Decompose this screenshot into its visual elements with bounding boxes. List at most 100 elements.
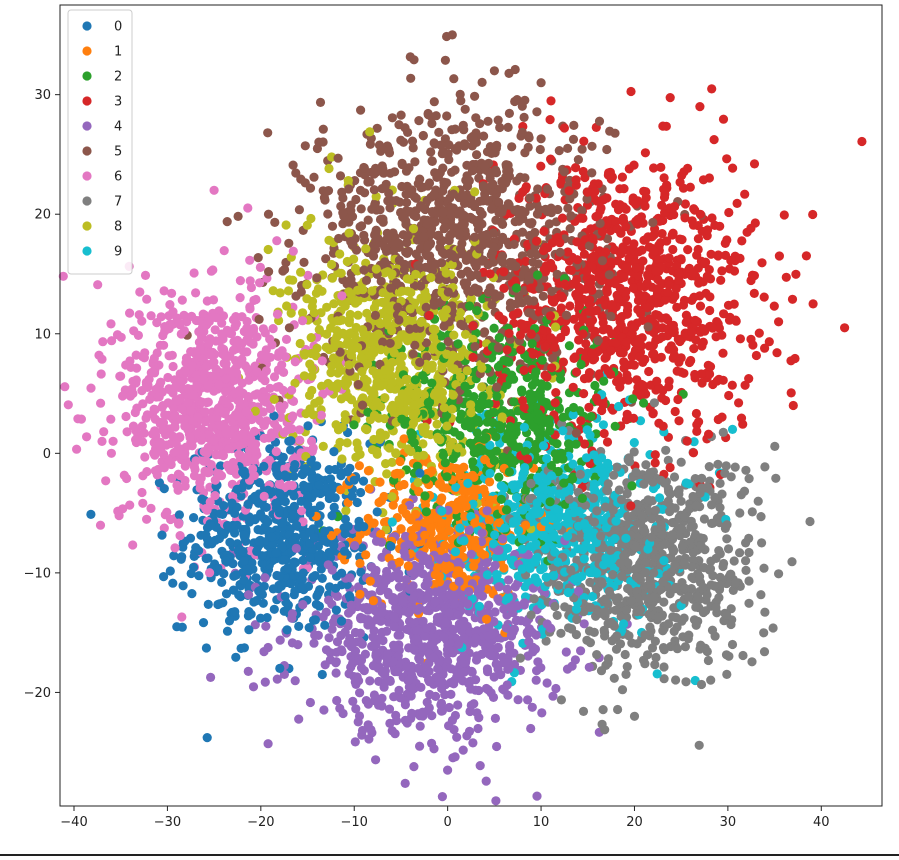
- data-point-series-4: [365, 676, 375, 686]
- data-point-series-7: [710, 631, 720, 641]
- data-point-series-5: [602, 144, 612, 155]
- data-point-series-3: [718, 348, 728, 358]
- data-point-series-0: [178, 581, 188, 591]
- data-point-series-3: [546, 96, 556, 106]
- data-point-series-3: [670, 406, 680, 417]
- data-point-series-5: [416, 183, 426, 193]
- data-point-series-8: [442, 421, 452, 431]
- data-point-series-4: [484, 600, 494, 610]
- data-point-series-3: [781, 272, 791, 282]
- data-point-series-3: [717, 266, 727, 276]
- data-point-series-5: [385, 168, 395, 178]
- data-point-series-4: [458, 745, 468, 755]
- data-point-series-3: [649, 349, 659, 359]
- data-point-series-7: [753, 496, 763, 506]
- data-point-series-5: [507, 142, 517, 152]
- data-point-series-9: [629, 438, 639, 448]
- data-point-series-0: [358, 476, 369, 486]
- data-point-series-3: [708, 323, 718, 333]
- data-point-series-7: [741, 465, 751, 475]
- data-point-series-4: [452, 732, 462, 742]
- data-point-series-5: [355, 222, 365, 232]
- data-point-series-3: [607, 403, 617, 413]
- data-point-series-3: [551, 388, 561, 398]
- data-point-series-5: [284, 238, 294, 248]
- data-point-series-6: [235, 293, 245, 303]
- data-point-series-4: [429, 744, 439, 754]
- data-point-series-7: [722, 669, 732, 680]
- data-point-series-3: [684, 357, 695, 368]
- data-point-series-4: [327, 624, 337, 634]
- data-point-series-7: [735, 508, 745, 518]
- data-point-series-3: [716, 275, 726, 285]
- data-point-series-3: [709, 135, 719, 145]
- data-point-series-6: [106, 414, 116, 424]
- data-point-series-3: [568, 382, 578, 392]
- data-point-series-5: [442, 178, 452, 188]
- data-point-series-0: [217, 577, 227, 588]
- data-point-series-6: [175, 471, 185, 481]
- data-point-series-5: [563, 203, 573, 213]
- data-point-series-5: [477, 77, 487, 87]
- data-point-series-5: [563, 143, 573, 153]
- data-point-series-6: [118, 504, 128, 514]
- data-point-series-4: [450, 752, 460, 762]
- data-point-series-7: [650, 636, 661, 646]
- data-point-series-5: [300, 141, 310, 151]
- data-point-series-5: [318, 137, 328, 147]
- data-point-series-0: [336, 616, 347, 626]
- data-point-series-3: [665, 462, 675, 473]
- data-point-series-3: [769, 301, 779, 311]
- data-point-series-6: [140, 452, 150, 462]
- data-point-series-7: [598, 705, 608, 715]
- data-point-series-4: [468, 738, 478, 748]
- data-point-series-6: [177, 612, 187, 622]
- data-point-series-6: [138, 498, 148, 508]
- data-point-series-0: [159, 484, 169, 494]
- data-point-series-8: [391, 449, 401, 459]
- data-point-series-4: [542, 678, 552, 688]
- data-point-series-0: [174, 510, 184, 520]
- data-point-series-8: [307, 385, 317, 396]
- data-point-series-7: [671, 675, 681, 685]
- data-point-series-7: [676, 496, 686, 506]
- data-point-series-2: [564, 341, 575, 351]
- data-point-series-3: [779, 210, 789, 220]
- data-point-series-7: [722, 534, 732, 544]
- data-point-series-2: [489, 323, 499, 333]
- data-point-series-5: [535, 144, 545, 155]
- data-point-series-6: [168, 431, 178, 441]
- data-point-series-8: [342, 438, 352, 448]
- data-point-series-5: [356, 105, 366, 115]
- data-point-series-6: [307, 436, 317, 446]
- data-point-series-5: [270, 217, 280, 227]
- data-point-series-3: [712, 376, 722, 386]
- data-point-series-4: [385, 676, 395, 687]
- data-point-series-7: [730, 462, 740, 472]
- data-point-series-0: [289, 491, 299, 501]
- data-point-series-4: [388, 593, 398, 603]
- data-point-series-8: [377, 297, 387, 307]
- data-point-series-6: [170, 543, 180, 553]
- data-point-series-4: [261, 621, 271, 631]
- data-point-series-9: [520, 582, 530, 592]
- data-point-series-7: [706, 675, 716, 685]
- data-point-series-5: [300, 178, 310, 188]
- data-point-series-4: [584, 662, 594, 672]
- data-point-series-3: [808, 209, 818, 220]
- data-point-series-6: [242, 316, 252, 327]
- data-point-series-8: [327, 361, 337, 371]
- data-point-series-5: [605, 126, 615, 136]
- data-point-series-7: [805, 516, 815, 527]
- data-point-series-7: [611, 593, 621, 603]
- data-point-series-3: [658, 421, 668, 431]
- data-point-series-3: [580, 172, 590, 183]
- data-point-series-7: [747, 507, 757, 517]
- data-point-series-5: [554, 146, 564, 156]
- data-point-series-5: [573, 155, 584, 165]
- data-point-series-4: [464, 726, 475, 737]
- data-point-series-5: [602, 234, 613, 244]
- data-point-series-3: [734, 398, 744, 408]
- data-point-series-7: [718, 561, 728, 572]
- data-point-series-6: [145, 394, 155, 404]
